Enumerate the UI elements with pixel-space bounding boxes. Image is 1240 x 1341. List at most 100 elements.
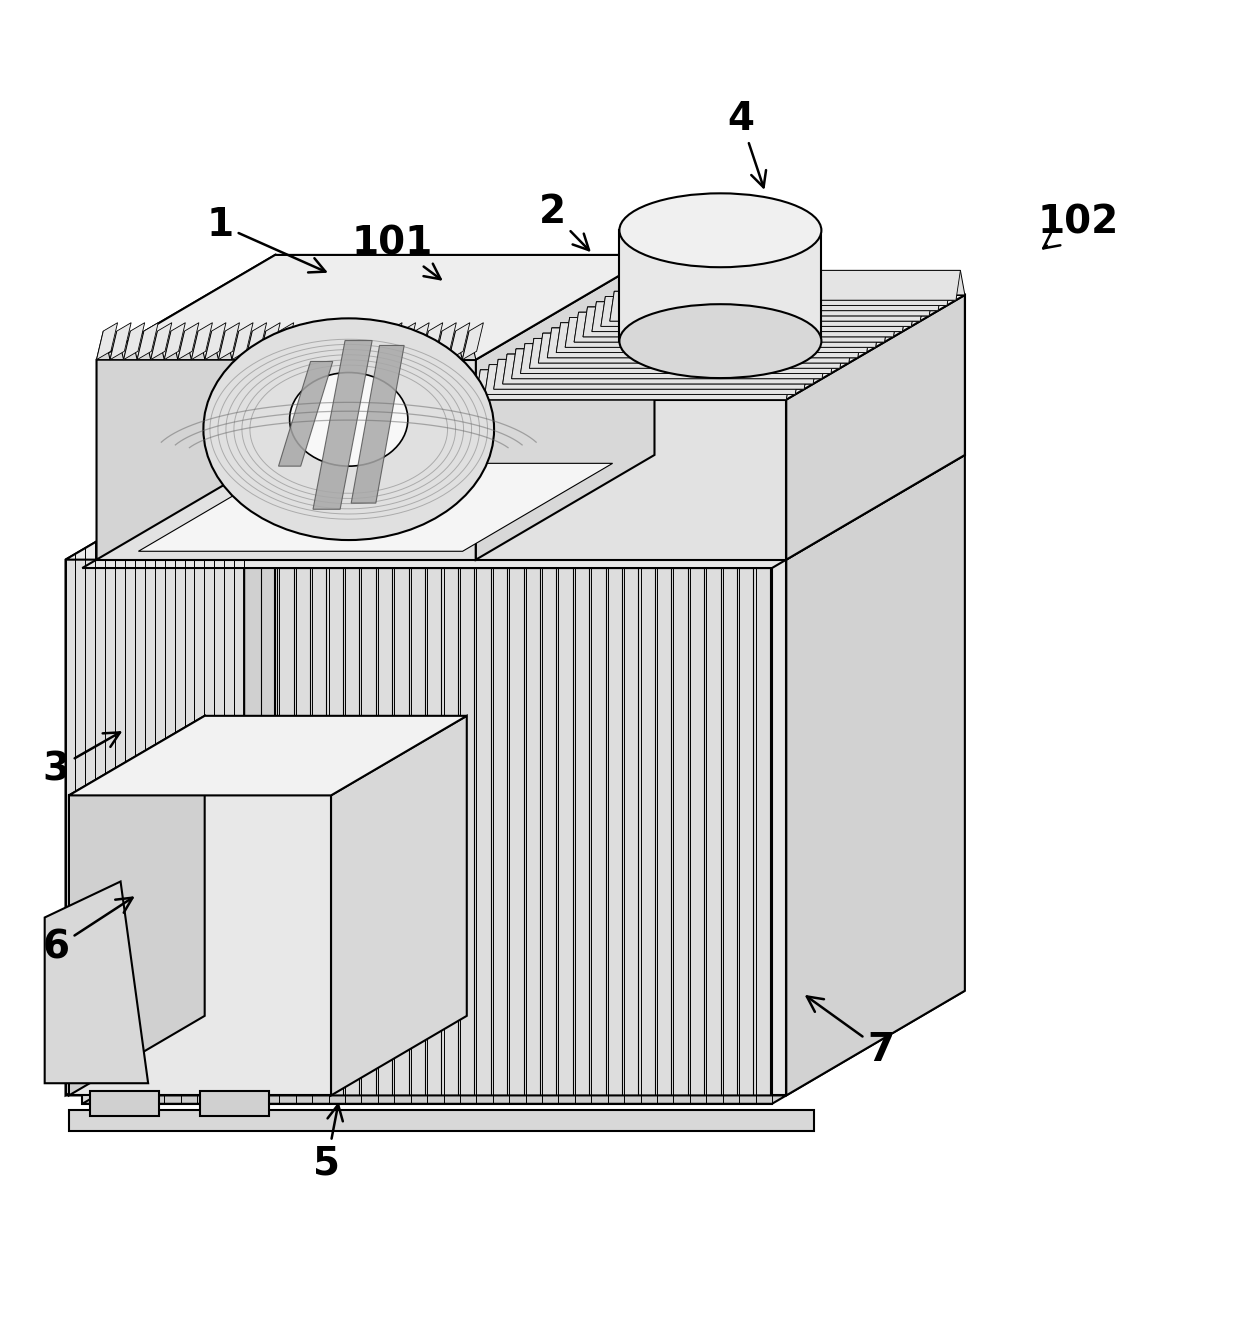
- Polygon shape: [69, 716, 205, 1096]
- Polygon shape: [177, 323, 198, 359]
- Polygon shape: [610, 291, 925, 320]
- Polygon shape: [82, 1096, 786, 1104]
- Polygon shape: [66, 455, 244, 1096]
- Polygon shape: [507, 354, 822, 378]
- Polygon shape: [353, 323, 374, 359]
- Polygon shape: [327, 331, 341, 359]
- Polygon shape: [627, 280, 942, 311]
- Polygon shape: [246, 331, 259, 359]
- Polygon shape: [244, 455, 275, 991]
- Text: 1: 1: [206, 205, 325, 272]
- Polygon shape: [232, 323, 253, 359]
- Polygon shape: [502, 354, 817, 384]
- Polygon shape: [97, 359, 476, 559]
- Polygon shape: [538, 333, 853, 363]
- Polygon shape: [641, 276, 956, 300]
- Polygon shape: [502, 354, 817, 384]
- Polygon shape: [610, 291, 925, 320]
- Polygon shape: [138, 323, 159, 359]
- Polygon shape: [512, 349, 826, 378]
- Polygon shape: [529, 338, 844, 369]
- Polygon shape: [449, 323, 470, 359]
- Polygon shape: [596, 302, 911, 326]
- Polygon shape: [619, 286, 934, 316]
- Polygon shape: [646, 271, 961, 300]
- Polygon shape: [353, 331, 367, 359]
- Polygon shape: [543, 333, 858, 358]
- Polygon shape: [476, 295, 655, 559]
- Polygon shape: [476, 370, 791, 400]
- Polygon shape: [614, 291, 929, 316]
- Polygon shape: [367, 331, 381, 359]
- Polygon shape: [218, 323, 239, 359]
- Polygon shape: [200, 1092, 269, 1116]
- Polygon shape: [327, 323, 348, 359]
- Polygon shape: [97, 323, 118, 359]
- Polygon shape: [565, 318, 880, 347]
- Polygon shape: [205, 323, 226, 359]
- Polygon shape: [82, 559, 786, 569]
- Polygon shape: [164, 331, 177, 359]
- Polygon shape: [476, 370, 791, 400]
- Polygon shape: [341, 323, 362, 359]
- Polygon shape: [494, 359, 808, 389]
- Text: 101: 101: [351, 224, 440, 279]
- Polygon shape: [619, 286, 934, 316]
- Polygon shape: [89, 1092, 159, 1116]
- Polygon shape: [124, 331, 138, 359]
- Text: 2: 2: [538, 193, 589, 251]
- Polygon shape: [557, 323, 872, 353]
- Polygon shape: [110, 323, 131, 359]
- Polygon shape: [408, 323, 429, 359]
- Polygon shape: [381, 331, 394, 359]
- Polygon shape: [516, 349, 831, 373]
- Polygon shape: [646, 271, 961, 300]
- Text: 7: 7: [807, 996, 895, 1069]
- Polygon shape: [591, 302, 906, 331]
- Polygon shape: [97, 331, 110, 359]
- Polygon shape: [605, 296, 920, 320]
- Polygon shape: [191, 323, 212, 359]
- Ellipse shape: [203, 318, 494, 540]
- Polygon shape: [164, 323, 185, 359]
- Polygon shape: [786, 455, 965, 1096]
- Polygon shape: [786, 295, 965, 559]
- Polygon shape: [547, 329, 862, 358]
- Polygon shape: [351, 346, 404, 503]
- Polygon shape: [521, 343, 836, 373]
- Polygon shape: [449, 331, 463, 359]
- Polygon shape: [529, 338, 844, 369]
- Text: 3: 3: [42, 732, 120, 789]
- Polygon shape: [66, 455, 275, 559]
- Polygon shape: [341, 331, 353, 359]
- Polygon shape: [476, 295, 965, 400]
- Polygon shape: [655, 295, 965, 455]
- Polygon shape: [538, 333, 853, 363]
- Text: 6: 6: [42, 897, 133, 967]
- Polygon shape: [583, 307, 898, 337]
- Polygon shape: [408, 331, 422, 359]
- Polygon shape: [286, 323, 308, 359]
- Polygon shape: [636, 276, 951, 306]
- Polygon shape: [69, 795, 331, 1096]
- Polygon shape: [300, 323, 321, 359]
- Polygon shape: [82, 569, 773, 1104]
- Polygon shape: [367, 323, 388, 359]
- Polygon shape: [69, 1110, 813, 1132]
- Polygon shape: [632, 280, 947, 306]
- Polygon shape: [246, 323, 267, 359]
- Polygon shape: [512, 349, 826, 378]
- Polygon shape: [381, 323, 402, 359]
- Polygon shape: [275, 255, 655, 455]
- Polygon shape: [312, 341, 372, 510]
- Polygon shape: [69, 716, 466, 795]
- Polygon shape: [273, 331, 286, 359]
- Polygon shape: [560, 323, 875, 347]
- Polygon shape: [636, 276, 951, 306]
- Polygon shape: [97, 455, 965, 559]
- Polygon shape: [66, 991, 275, 1096]
- Polygon shape: [97, 991, 965, 1096]
- Polygon shape: [547, 329, 862, 358]
- Text: 102: 102: [1038, 204, 1118, 248]
- Polygon shape: [232, 331, 246, 359]
